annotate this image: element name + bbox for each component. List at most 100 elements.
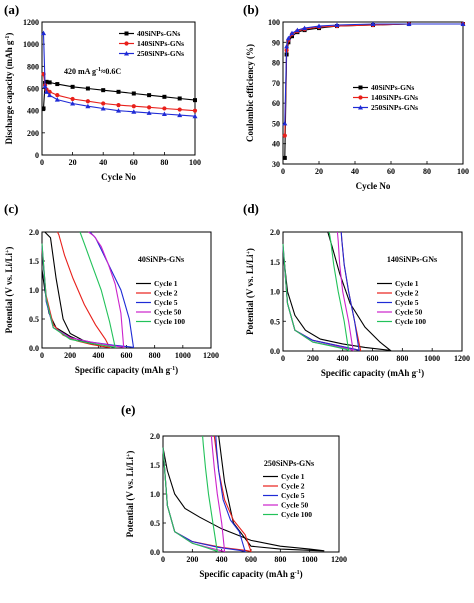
- x-tick-label: 60: [387, 167, 395, 176]
- legend-entry: Cycle 5: [395, 298, 419, 307]
- legend-entry: 250SiNPs-GNs: [137, 49, 184, 58]
- data-point: [101, 101, 106, 106]
- x-tick-label: 100: [189, 158, 201, 167]
- legend-entry: Cycle 1: [281, 472, 305, 481]
- legend-marker: [124, 41, 129, 46]
- x-axis-title: Specific capacity (mAh g-1): [199, 569, 302, 579]
- legend-entry: Cycle 100: [395, 317, 426, 326]
- y-tick-label: 0.5: [270, 317, 280, 326]
- data-point: [282, 120, 288, 126]
- panel-title: 140SiNPs-GNs: [387, 255, 437, 264]
- y-tick-label: 0.0: [29, 344, 39, 353]
- panel-label: (b): [243, 2, 259, 17]
- data-point: [316, 23, 322, 29]
- series-line-cycle-100: [162, 435, 218, 553]
- data-point: [177, 112, 183, 118]
- legend-entry: Cycle 1: [395, 279, 419, 288]
- y-tick-label: 2.0: [29, 228, 39, 237]
- x-tick-label: 80: [423, 167, 431, 176]
- data-point: [55, 82, 60, 87]
- legend-entry: 250SiNPs-GNs: [371, 103, 418, 112]
- plot-frame: [41, 231, 212, 349]
- panel-title: 40SiNPs-GNs: [138, 255, 184, 264]
- x-tick-label: 400: [92, 351, 104, 360]
- data-point: [282, 155, 287, 160]
- data-point: [146, 110, 152, 115]
- x-axis-title: Specific capacity (mAh g-1): [75, 365, 178, 375]
- data-point: [54, 97, 60, 102]
- data-point: [70, 100, 76, 106]
- legend-entry: Cycle 100: [154, 317, 185, 326]
- data-point: [289, 30, 295, 36]
- data-point: [47, 80, 52, 85]
- x-tick-label: 800: [149, 351, 161, 360]
- data-point: [284, 43, 290, 49]
- data-point: [101, 88, 106, 93]
- y-axis-title: Potential (V vs. Li/Li+): [125, 451, 135, 538]
- y-tick-label: 800: [27, 62, 39, 71]
- y-tick-label: 0.0: [270, 347, 280, 356]
- legend-entry: Cycle 2: [281, 482, 305, 491]
- x-tick-label: 800: [396, 354, 408, 363]
- legend-entry: Cycle 100: [281, 510, 312, 519]
- x-tick-label: 600: [367, 354, 379, 363]
- y-tick-label: 2.0: [270, 228, 280, 237]
- y-tick-label: 400: [27, 107, 39, 116]
- data-point: [131, 109, 137, 114]
- y-tick-label: 600: [27, 85, 39, 94]
- series-line-cycle-1: [41, 231, 102, 348]
- y-tick-label: 1200: [23, 18, 39, 27]
- data-point: [285, 35, 291, 41]
- data-point: [41, 30, 47, 36]
- data-point: [282, 133, 287, 138]
- data-point: [44, 79, 49, 84]
- x-axis-title: Cycle No: [356, 181, 391, 191]
- data-point: [192, 113, 198, 119]
- legend-entry: 40SiNPs-GNs: [371, 83, 414, 92]
- data-point: [41, 106, 46, 111]
- data-point: [131, 91, 136, 96]
- chart-panel-b: (b) 0 20 40 60 80 100 30 40 50 60 70 80 90 100 Cycle No…: [243, 2, 469, 191]
- y-axis-title: Potential (V vs. Li/Li+): [4, 247, 14, 334]
- x-tick-label: 200: [186, 555, 198, 564]
- series-line-cycle-1: [162, 435, 325, 552]
- chart-panel-e: (e) 0 200 400 600 800 1000 1200 0.0 0.5 1.0 1.5 2.0 S…: [121, 402, 347, 579]
- y-tick-label: 0.5: [150, 519, 160, 528]
- x-tick-label: 0: [161, 555, 165, 564]
- series-line-cycle-50: [162, 435, 226, 553]
- legend-entry: 40SiNPs-GNs: [137, 29, 180, 38]
- legend-marker: [358, 95, 363, 100]
- chart-panel-a: (a)0 20 40 60 80 100020040060080010001200Cycl…: [4, 2, 201, 182]
- x-tick-label: 1000: [424, 354, 440, 363]
- legend-entry: Cycle 50: [281, 501, 309, 510]
- legend-entry: Cycle 50: [395, 308, 423, 317]
- x-tick-label: 0: [40, 158, 44, 167]
- y-tick-label: 1.0: [270, 288, 280, 297]
- y-tick-label: 50: [272, 119, 280, 128]
- data-point: [177, 107, 182, 112]
- x-axis-title: Specific capacity (mAh g-1): [321, 368, 424, 378]
- panel-label: (a): [4, 2, 19, 17]
- x-tick-label: 800: [274, 555, 286, 564]
- data-point: [116, 108, 121, 113]
- y-tick-label: 30: [272, 160, 280, 169]
- legend-entry: Cycle 5: [154, 298, 178, 307]
- data-point: [116, 89, 121, 94]
- y-tick-label: 0.5: [29, 315, 39, 324]
- y-tick-label: 1.5: [29, 257, 39, 266]
- y-axis-title: Coulombic efficiency (%): [245, 44, 255, 142]
- chart-panel-c: (c) 0 200 400 600 800 1000 1200 0.0 0.5 1.0 1.5 2.0 S…: [4, 201, 219, 375]
- legend-marker: [124, 31, 129, 36]
- panel-label: (c): [4, 201, 18, 216]
- x-tick-label: 20: [315, 167, 323, 176]
- y-tick-label: 1000: [23, 40, 39, 49]
- y-tick-label: 1.0: [29, 286, 39, 295]
- data-point: [147, 105, 152, 110]
- data-point: [42, 83, 48, 89]
- data-point: [116, 103, 121, 108]
- x-tick-label: 600: [121, 351, 133, 360]
- x-tick-label: 1000: [175, 351, 191, 360]
- x-tick-label: 20: [69, 158, 77, 167]
- x-tick-label: 0: [281, 167, 285, 176]
- legend-entry: Cycle 5: [281, 491, 305, 500]
